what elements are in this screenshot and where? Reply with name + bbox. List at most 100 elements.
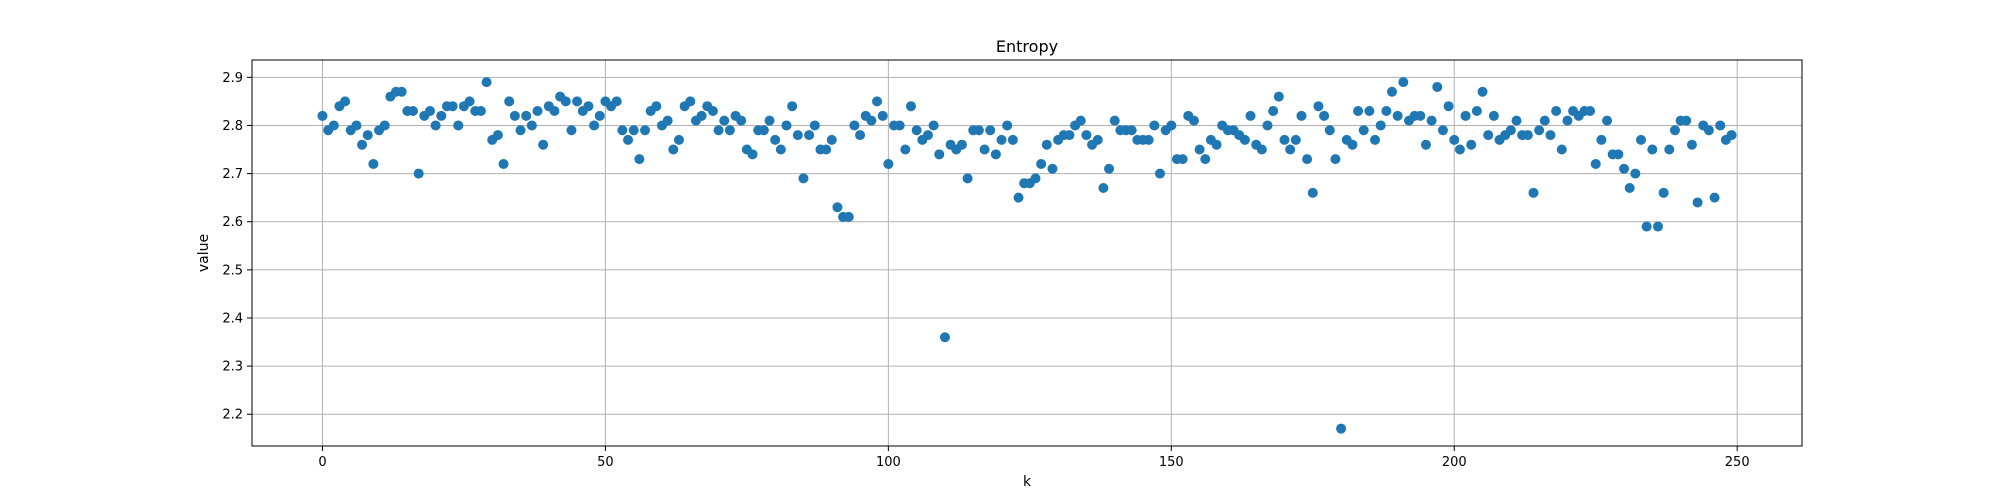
data-point (1036, 158, 1047, 169)
data-point (826, 134, 837, 145)
data-point (1460, 110, 1471, 121)
data-point (855, 130, 866, 141)
data-point (583, 101, 594, 112)
data-point (713, 125, 724, 136)
data-point (1420, 139, 1431, 150)
data-point (1047, 163, 1058, 174)
y-axis-label: value (196, 234, 212, 272)
data-point (1177, 154, 1188, 165)
data-point (1279, 134, 1290, 145)
data-point (1211, 139, 1222, 150)
data-point (985, 125, 996, 136)
x-tick-label: 200 (1442, 455, 1467, 470)
data-point (832, 202, 843, 213)
data-point (1149, 120, 1160, 131)
data-point (1166, 120, 1177, 131)
data-point (1381, 106, 1392, 117)
data-point (1398, 77, 1409, 88)
data-points (317, 77, 1737, 434)
data-point (407, 106, 418, 117)
data-point (640, 125, 651, 136)
data-point (515, 125, 526, 136)
data-point (1483, 130, 1494, 141)
data-point (685, 96, 696, 107)
data-point (724, 125, 735, 136)
data-point (628, 125, 639, 136)
data-point (922, 130, 933, 141)
chart-title: Entropy (996, 37, 1058, 56)
data-point (526, 120, 537, 131)
data-point (1262, 120, 1273, 131)
data-point (436, 110, 447, 121)
data-point (973, 125, 984, 136)
data-point (849, 120, 860, 131)
data-point (1375, 120, 1386, 131)
data-point (1002, 120, 1013, 131)
data-point (1715, 120, 1726, 131)
data-point (787, 101, 798, 112)
data-point (504, 96, 515, 107)
y-tick-label: 2.4 (222, 311, 243, 326)
data-point (1013, 192, 1024, 203)
data-point (1522, 130, 1533, 141)
data-point (775, 144, 786, 155)
data-point (1647, 144, 1658, 155)
data-point (809, 120, 820, 131)
data-point (498, 158, 509, 169)
data-point (357, 139, 368, 150)
y-tick-label: 2.6 (222, 215, 243, 230)
x-tick-label: 100 (876, 455, 901, 470)
plot-frame (251, 59, 1803, 447)
x-tick-label: 50 (597, 455, 614, 470)
data-point (996, 134, 1007, 145)
data-point (1466, 139, 1477, 150)
data-point (1426, 115, 1437, 126)
data-point (532, 106, 543, 117)
data-point (758, 125, 769, 136)
data-point (351, 120, 362, 131)
x-tick-label: 150 (1159, 455, 1184, 470)
data-point (764, 115, 775, 126)
data-point (1104, 163, 1115, 174)
data-point (1477, 86, 1488, 97)
data-point (617, 125, 628, 136)
data-point (872, 96, 883, 107)
data-point (1290, 134, 1301, 145)
data-point (1692, 197, 1703, 208)
data-point (1143, 134, 1154, 145)
data-point (956, 139, 967, 150)
data-point (1285, 144, 1296, 155)
data-point (1098, 183, 1109, 194)
data-point (362, 130, 373, 141)
data-point (798, 173, 809, 184)
data-point (668, 144, 679, 155)
data-point (673, 134, 684, 145)
data-point (340, 96, 351, 107)
data-point (696, 110, 707, 121)
y-tick-label: 2.7 (222, 167, 243, 182)
data-point (623, 134, 634, 145)
data-point (1307, 187, 1318, 198)
data-point (821, 144, 832, 155)
data-point (719, 115, 730, 126)
data-point (566, 125, 577, 136)
data-point (1703, 125, 1714, 136)
data-point (1437, 125, 1448, 136)
data-point (1596, 134, 1607, 145)
x-tick-label: 0 (318, 455, 326, 470)
data-point (1443, 101, 1454, 112)
data-point (979, 144, 990, 155)
y-tick-label: 2.5 (222, 263, 243, 278)
data-point (1590, 158, 1601, 169)
data-point (1154, 168, 1165, 179)
data-point (1454, 144, 1465, 155)
data-point (328, 120, 339, 131)
axis-ticks: 0 50 100 150 200 250 2.2 2.3 2.4 2.5 2.6 2.7 2.8 2.9 (222, 71, 1749, 470)
data-point (549, 106, 560, 117)
data-point (589, 120, 600, 131)
data-point (894, 120, 905, 131)
data-point (1245, 110, 1256, 121)
data-point (662, 115, 673, 126)
data-point (747, 149, 758, 160)
data-point (368, 158, 379, 169)
